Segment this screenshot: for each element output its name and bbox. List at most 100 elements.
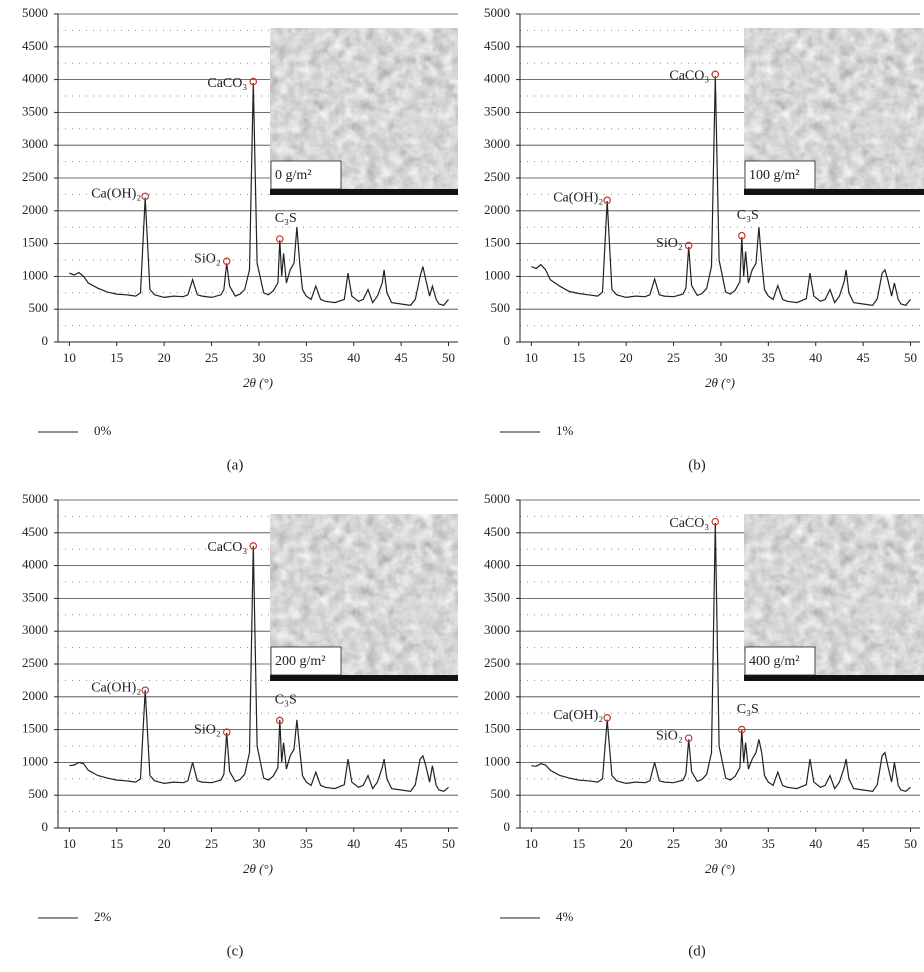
- y-tick-label: 4500: [484, 524, 510, 539]
- x-tick-label: 15: [572, 836, 585, 851]
- peak-label: Ca(OH)₂: [91, 680, 141, 695]
- peak-label: C₃S: [737, 208, 759, 223]
- y-tick-label: 500: [491, 786, 511, 801]
- x-tick-label: 25: [205, 836, 218, 851]
- peak-label: Ca(OH)₂: [91, 187, 141, 202]
- y-tick-label: 2500: [484, 655, 510, 670]
- x-tick-label: 20: [158, 350, 171, 365]
- peak-marker: [711, 517, 720, 526]
- y-tick-label: 3500: [484, 103, 510, 118]
- y-tick-label: 3500: [484, 589, 510, 604]
- inset-label-box: [270, 646, 342, 676]
- xrd-line: [531, 522, 911, 792]
- x-tick-label: 35: [300, 836, 313, 851]
- x-tick-label: 50: [904, 350, 917, 365]
- x-tick-label: 30: [714, 350, 727, 365]
- x-tick-label: 10: [525, 836, 538, 851]
- x-tick-label: 40: [347, 350, 360, 365]
- legend-label: 4%: [556, 909, 574, 924]
- x-axis-label: 2θ (°): [243, 861, 273, 876]
- y-tick-label: 1500: [484, 235, 510, 250]
- peak-marker: [222, 728, 231, 737]
- peak-label: C₃S: [737, 702, 759, 717]
- x-tick-label: 35: [762, 350, 775, 365]
- peak-label: CaCO₃: [207, 76, 247, 91]
- sem-scale-bar: [744, 189, 924, 195]
- y-tick-label: 1000: [484, 267, 510, 282]
- y-tick-label: 3000: [484, 136, 510, 151]
- panel: 0 500 1000 1500 2000 2500 3000 3500 4000 4500 5000…: [22, 491, 458, 959]
- y-tick-label: 500: [29, 300, 49, 315]
- y-tick-label: 4500: [22, 524, 48, 539]
- y-tick-label: 0: [504, 819, 511, 834]
- x-tick-label: 35: [762, 836, 775, 851]
- y-tick-label: 2500: [22, 169, 48, 184]
- x-tick-label: 15: [110, 836, 123, 851]
- panel: 0 500 1000 1500 2000 2500 3000 3500 4000 4500 5000…: [484, 5, 924, 473]
- xrd-line: [531, 76, 911, 306]
- caption: (d): [688, 943, 706, 959]
- y-tick-label: 5000: [22, 491, 48, 506]
- x-tick-label: 20: [620, 836, 633, 851]
- y-tick-label: 4500: [22, 38, 48, 53]
- peak-label: SiO₂: [656, 236, 683, 251]
- y-tick-label: 3000: [22, 622, 48, 637]
- x-tick-label: 45: [395, 836, 408, 851]
- y-tick-label: 0: [42, 819, 49, 834]
- sem-scale-bar: [744, 675, 924, 681]
- y-tick-label: 4000: [22, 71, 48, 86]
- peak-label: SiO₂: [194, 252, 221, 267]
- x-tick-label: 40: [809, 350, 822, 365]
- xrd-line: [69, 545, 449, 792]
- peak-marker: [222, 257, 231, 266]
- legend-label: 0%: [94, 423, 112, 438]
- x-tick-label: 50: [442, 836, 455, 851]
- inset-label-box: [744, 646, 816, 676]
- x-axis-label: 2θ (°): [705, 861, 735, 876]
- y-tick-label: 3500: [22, 103, 48, 118]
- peak-marker: [249, 542, 258, 550]
- inset-label: 100 g/m²: [749, 168, 799, 183]
- peak-marker: [738, 231, 746, 240]
- y-tick-label: 0: [504, 333, 511, 348]
- peak-label: CaCO₃: [669, 516, 709, 531]
- x-tick-label: 45: [395, 350, 408, 365]
- panel: 0 500 1000 1500 2000 2500 3000 3500 4000 4500 5000…: [22, 5, 458, 473]
- x-tick-label: 45: [857, 836, 870, 851]
- y-tick-label: 5000: [484, 5, 510, 20]
- peak-marker: [276, 716, 284, 725]
- y-tick-label: 3500: [22, 589, 48, 604]
- y-tick-label: 2000: [484, 202, 510, 217]
- peak-label: Ca(OH)₂: [553, 191, 603, 206]
- x-tick-label: 40: [809, 836, 822, 851]
- y-tick-label: 4000: [484, 71, 510, 86]
- y-tick-label: 500: [29, 786, 49, 801]
- y-tick-label: 2000: [484, 688, 510, 703]
- peak-label: SiO₂: [194, 722, 221, 737]
- x-tick-label: 25: [667, 836, 680, 851]
- caption: (a): [227, 457, 244, 473]
- y-tick-label: 1500: [22, 721, 48, 736]
- y-tick-label: 4000: [22, 557, 48, 572]
- caption: (b): [688, 457, 706, 473]
- y-tick-label: 5000: [484, 491, 510, 506]
- x-tick-label: 20: [620, 350, 633, 365]
- x-tick-label: 50: [904, 836, 917, 851]
- y-tick-label: 2500: [484, 169, 510, 184]
- y-tick-label: 3000: [484, 622, 510, 637]
- peak-label: SiO₂: [656, 728, 683, 743]
- peak-marker: [603, 713, 612, 722]
- y-tick-label: 4500: [484, 38, 510, 53]
- y-tick-label: 1500: [22, 235, 48, 250]
- y-tick-label: 2500: [22, 655, 48, 670]
- x-tick-label: 10: [63, 350, 76, 365]
- peak-marker: [276, 235, 284, 243]
- peak-marker: [249, 77, 258, 86]
- x-tick-label: 40: [347, 836, 360, 851]
- inset-label-box: [744, 160, 816, 190]
- y-tick-label: 1000: [484, 753, 510, 768]
- sem-scale-bar: [270, 189, 458, 195]
- x-tick-label: 15: [110, 350, 123, 365]
- caption: (c): [227, 943, 244, 959]
